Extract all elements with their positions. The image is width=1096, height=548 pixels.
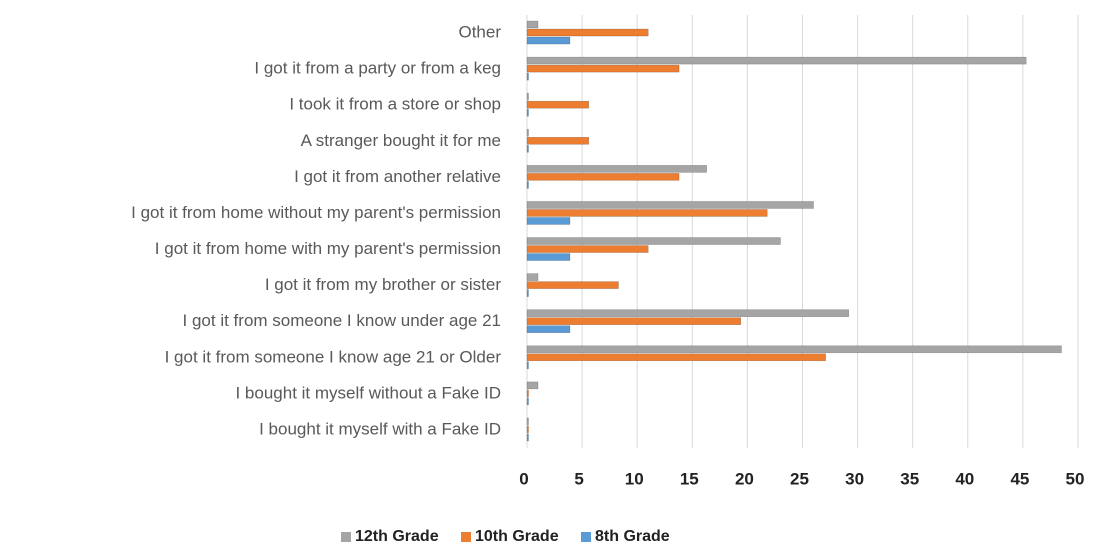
- bar: [526, 181, 529, 189]
- bar: [526, 353, 826, 362]
- bar: [526, 245, 649, 253]
- category-label: Other: [458, 23, 501, 42]
- bar: [526, 64, 680, 73]
- legend-label: 12th Grade: [355, 528, 439, 545]
- bar: [526, 72, 529, 81]
- bar: [526, 56, 1027, 65]
- x-tick-label: 40: [955, 469, 974, 488]
- bar: [526, 281, 619, 289]
- legend-label: 8th Grade: [595, 528, 670, 545]
- bar: [526, 144, 529, 153]
- bar: [526, 128, 529, 137]
- bar: [526, 92, 529, 101]
- category-label: I got it from home without my parent's p…: [131, 203, 501, 222]
- bar: [526, 36, 571, 45]
- bar: [526, 317, 742, 326]
- bar: [526, 165, 707, 173]
- bar: [526, 381, 539, 390]
- category-label: I got it from someone I know age 21 or O…: [165, 347, 502, 366]
- bar: [526, 108, 529, 117]
- category-label: I bought it myself with a Fake ID: [259, 419, 501, 438]
- legend-swatch: [581, 532, 591, 542]
- bar: [526, 253, 571, 261]
- category-label: I got it from my brother or sister: [265, 275, 502, 294]
- x-tick-label: 15: [680, 469, 699, 488]
- bar: [526, 345, 1062, 354]
- bar: [526, 417, 529, 426]
- x-tick-label: 50: [1066, 469, 1085, 488]
- bar: [526, 397, 529, 406]
- category-label: A stranger bought it for me: [301, 131, 501, 150]
- x-tick-label: 0: [519, 469, 528, 488]
- bar: [526, 273, 539, 281]
- bar: [526, 325, 571, 334]
- category-label: I bought it myself without a Fake ID: [235, 383, 501, 402]
- category-label: I got it from someone I know under age 2…: [183, 311, 501, 330]
- category-label: I got it from home with my parent's perm…: [155, 239, 501, 258]
- legend-label: 10th Grade: [475, 528, 559, 545]
- bar: [526, 136, 590, 145]
- x-tick-label: 10: [625, 469, 644, 488]
- bar: [526, 237, 781, 245]
- x-tick-label: 35: [900, 469, 919, 488]
- category-label: I got it from a party or from a keg: [254, 59, 501, 78]
- bar: [526, 217, 571, 225]
- category-label: I took it from a store or shop: [289, 95, 501, 114]
- bar: [526, 201, 814, 209]
- x-tick-label: 45: [1010, 469, 1029, 488]
- bar: [526, 173, 680, 181]
- bar: [526, 28, 649, 37]
- x-tick-label: 20: [735, 469, 754, 488]
- legend-swatch: [461, 532, 471, 542]
- category-label: I got it from another relative: [294, 167, 501, 186]
- x-tick-label: 30: [845, 469, 864, 488]
- bar: [526, 289, 529, 297]
- legend-swatch: [341, 532, 351, 542]
- bar: [526, 425, 529, 434]
- bar: [526, 20, 539, 29]
- bar: [526, 209, 768, 217]
- bar: [526, 100, 590, 109]
- bar: [526, 361, 529, 370]
- x-tick-label: 25: [790, 469, 809, 488]
- bar: [526, 389, 529, 398]
- bar: [526, 309, 850, 318]
- bar: [526, 433, 529, 442]
- x-tick-label: 5: [574, 469, 583, 488]
